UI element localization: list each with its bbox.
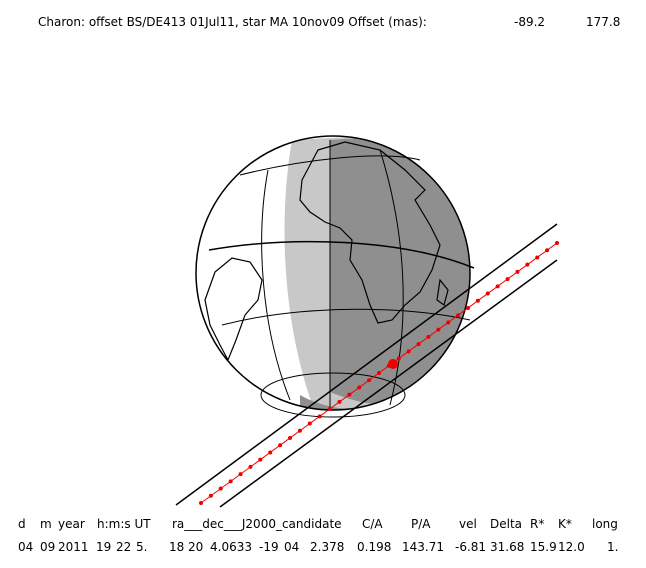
ephemeris-table: d m year h:m:s UT ra___dec___J2000_candidate…	[18, 517, 618, 554]
cell: 15.9	[530, 540, 557, 554]
column-header: vel	[459, 517, 477, 531]
track-dot	[456, 313, 461, 318]
cell: -19	[259, 540, 279, 554]
cell: 20	[188, 540, 203, 554]
column-header: Delta	[490, 517, 522, 531]
column-header: P/A	[411, 517, 431, 531]
title: Charon: offset BS/DE413 01Jul11, star MA…	[38, 15, 427, 29]
globe-grid	[195, 135, 475, 418]
track-dot	[278, 443, 283, 448]
track-dot	[218, 486, 223, 491]
column-header: d	[18, 517, 26, 531]
column-header: ra___dec___J2000_candidate	[172, 517, 342, 531]
column-header: m	[40, 517, 52, 531]
track-dot	[545, 248, 550, 253]
cell: 09	[40, 540, 55, 554]
cell: 22	[116, 540, 131, 554]
track-dot	[406, 349, 411, 354]
track-dot	[495, 284, 500, 289]
track-dot	[248, 464, 253, 469]
cell: 04	[284, 540, 299, 554]
track-dot	[426, 334, 431, 339]
column-header: long	[592, 517, 618, 531]
track-dot	[327, 407, 332, 412]
track-dot	[258, 457, 263, 462]
offset-1: -89.2	[514, 15, 545, 29]
track-dot	[535, 255, 540, 260]
cell: 12.0	[558, 540, 585, 554]
track-dot	[317, 414, 322, 419]
track-dot	[377, 371, 381, 375]
offset-2: 177.8	[586, 15, 620, 29]
column-header: h:m:s UT	[97, 517, 151, 531]
closest-approach	[388, 359, 398, 369]
cell: 4.0633	[210, 540, 252, 554]
cell: 0.198	[357, 540, 391, 554]
cell: 04	[18, 540, 33, 554]
cell: -6.81	[455, 540, 486, 554]
track-dot	[208, 493, 213, 498]
cell: 18	[169, 540, 184, 554]
track-dot	[555, 241, 559, 245]
column-header: K*	[558, 517, 572, 531]
track-dot	[288, 436, 292, 440]
track-dot	[367, 378, 372, 383]
coastlines	[204, 141, 449, 362]
track-dot	[337, 399, 342, 404]
cell: 2.378	[310, 540, 344, 554]
track-dot	[446, 320, 451, 325]
track-dot	[307, 421, 312, 426]
track-dot	[228, 479, 233, 484]
cell: 1.	[607, 540, 618, 554]
globe-shading	[284, 136, 470, 410]
track-dot	[466, 306, 470, 310]
track-dot	[525, 262, 530, 267]
track-dot	[297, 428, 302, 433]
track-dot	[505, 277, 510, 282]
track-dot	[515, 269, 520, 274]
cell: 31.68	[490, 540, 524, 554]
column-header: R*	[530, 517, 544, 531]
cell: 19	[96, 540, 111, 554]
cell: 5.	[136, 540, 147, 554]
column-header: year	[58, 517, 85, 531]
track-dot	[238, 472, 243, 477]
track-dot	[199, 501, 203, 505]
track-dot	[475, 298, 480, 303]
shadow-limits	[175, 223, 558, 508]
cell: 2011	[58, 540, 89, 554]
track-dot	[485, 291, 490, 296]
cell: 143.71	[402, 540, 444, 554]
track-dot	[436, 327, 441, 332]
column-header: C/A	[362, 517, 383, 531]
centerline-dots	[199, 241, 559, 505]
track-dot	[416, 342, 421, 347]
track-dot	[357, 385, 362, 390]
track-dot	[347, 392, 352, 397]
track-dot	[268, 450, 273, 455]
track-dot	[396, 356, 401, 361]
